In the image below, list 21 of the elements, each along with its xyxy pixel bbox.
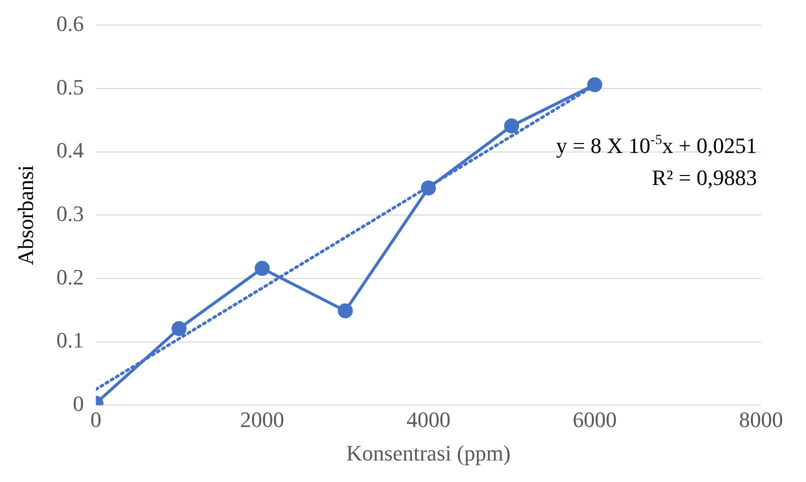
point bbox=[254, 260, 270, 276]
point bbox=[587, 77, 602, 92]
point bbox=[420, 180, 436, 196]
annotation: R² = 0,9883 bbox=[652, 165, 758, 190]
x-tick-label: 8000 bbox=[739, 407, 783, 432]
y-tick-label: 0 bbox=[72, 390, 84, 416]
y-tick-label: 0.5 bbox=[56, 74, 84, 100]
x-tick-label: 6000 bbox=[572, 407, 617, 432]
y-tick-label: 0.1 bbox=[56, 328, 84, 353]
point bbox=[172, 321, 187, 336]
point bbox=[338, 303, 353, 318]
point bbox=[504, 118, 520, 134]
y-tick-label: 0.2 bbox=[56, 264, 84, 290]
x-axis-title: Konsentrasi (ppm) bbox=[346, 440, 511, 466]
x-tick-label: 4000 bbox=[406, 407, 450, 432]
x-tick-label: 2000 bbox=[240, 407, 284, 432]
y-tick-label: 0.6 bbox=[56, 10, 84, 36]
x-tick-label: 0 bbox=[90, 407, 102, 432]
y-tick-label: 0.4 bbox=[56, 138, 84, 163]
y-tick-label: 0.3 bbox=[56, 200, 84, 226]
y-axis-title: Absorbansi bbox=[12, 165, 38, 266]
